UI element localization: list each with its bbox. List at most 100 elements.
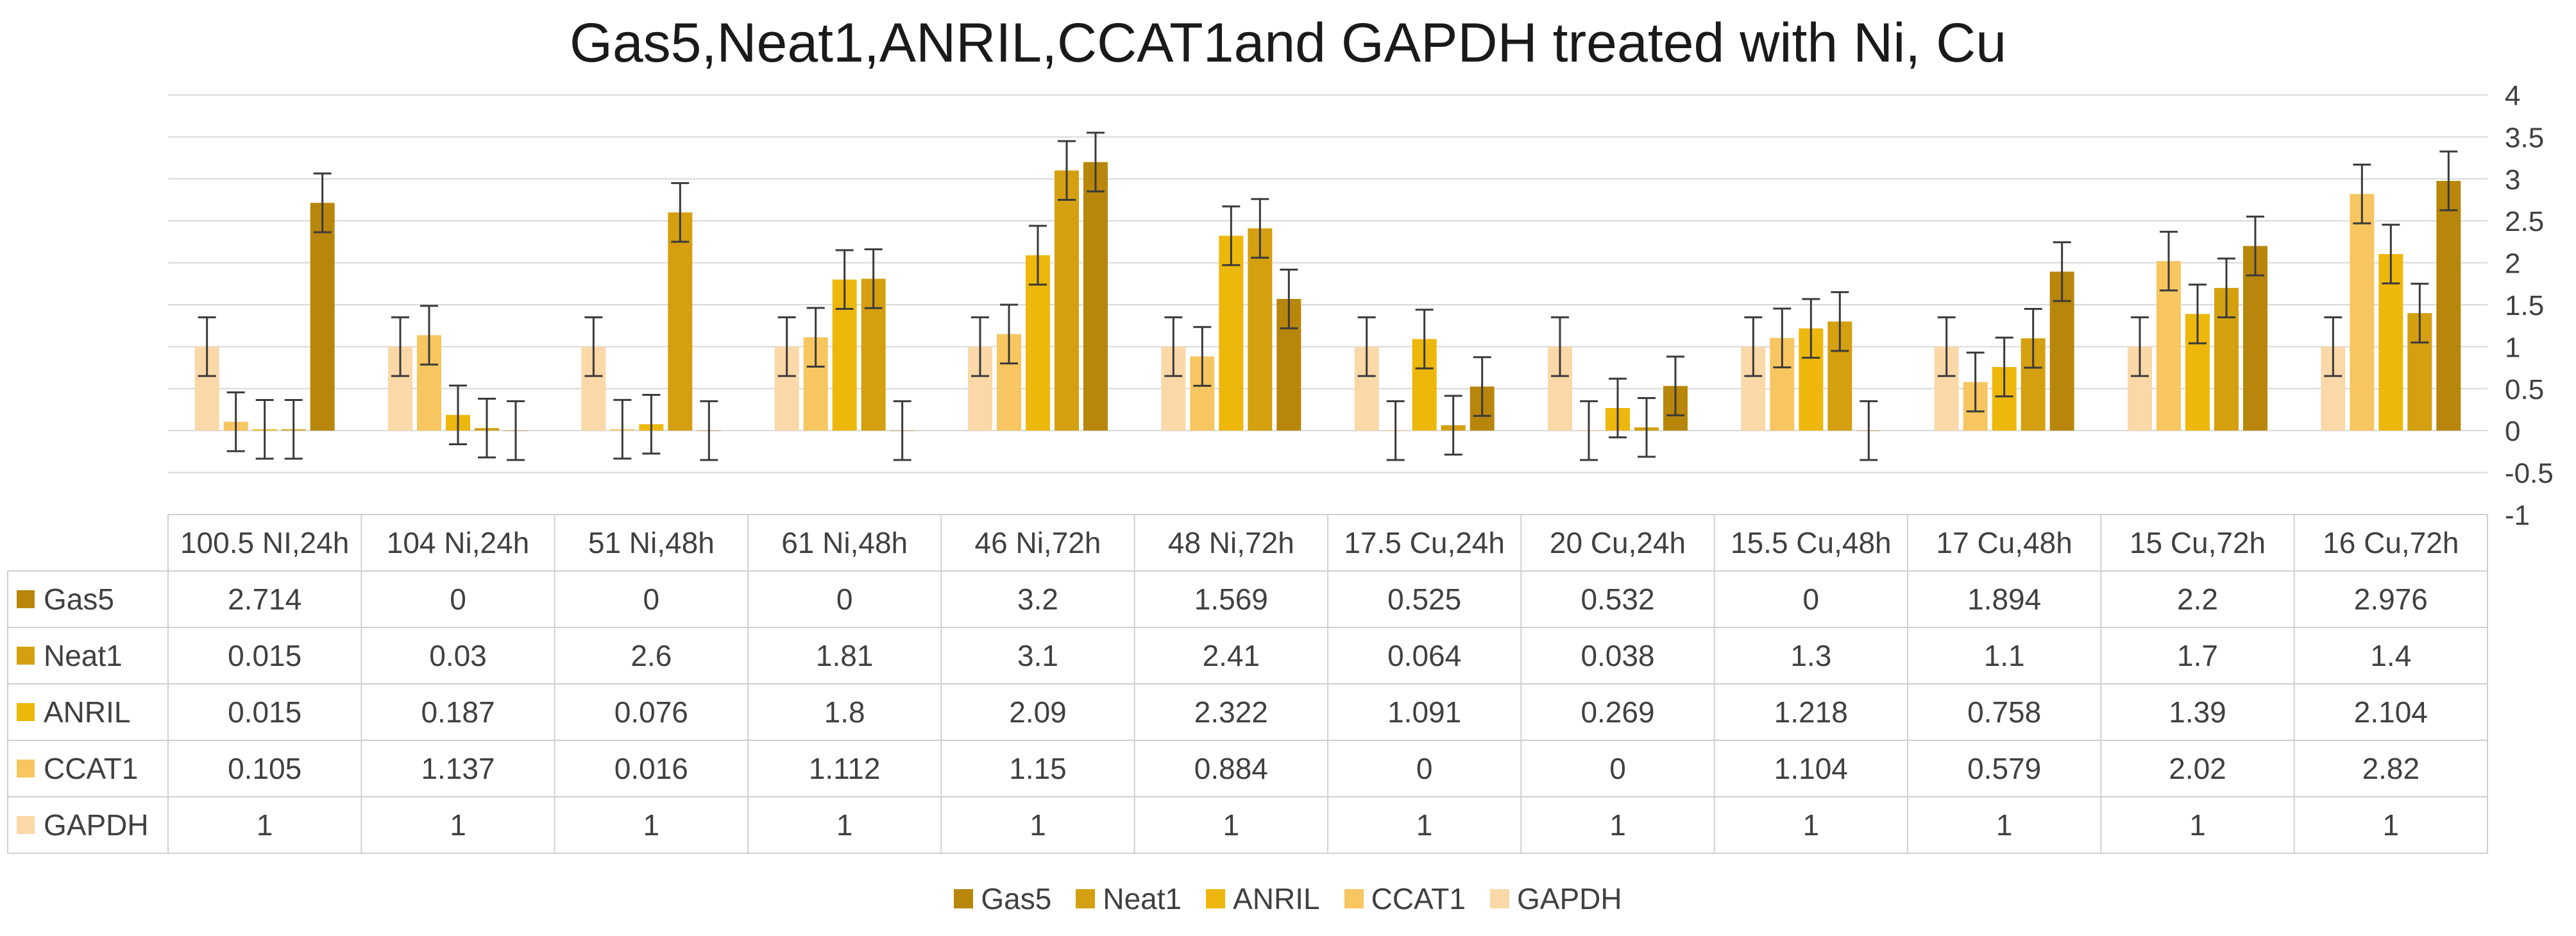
data-label: 1.569 bbox=[1194, 583, 1268, 616]
data-label: 1 bbox=[450, 808, 466, 842]
table-series-swatch bbox=[17, 816, 35, 834]
data-label: 0 bbox=[1803, 583, 1820, 616]
data-label: 1.894 bbox=[1967, 583, 2041, 616]
data-label: 0.105 bbox=[228, 752, 301, 785]
data-label: 0.187 bbox=[421, 695, 495, 729]
bar-gas5 bbox=[2436, 180, 2461, 431]
bar-neat1 bbox=[1248, 228, 1273, 431]
bar-gas5 bbox=[2243, 246, 2267, 431]
data-label: 1 bbox=[257, 808, 273, 842]
data-label: 2.976 bbox=[2354, 583, 2428, 616]
data-label: 1.104 bbox=[1774, 752, 1848, 785]
x-category-label: 61 Ni,48h bbox=[781, 526, 908, 559]
bar-anril bbox=[1219, 235, 1244, 431]
data-label: 0.016 bbox=[614, 752, 688, 785]
data-label: 0.579 bbox=[1967, 752, 2041, 785]
legend-label: Gas5 bbox=[981, 882, 1052, 915]
y-tick-label: 2 bbox=[2505, 248, 2520, 280]
data-label: 0.076 bbox=[614, 695, 688, 729]
data-label: 3.1 bbox=[1017, 639, 1058, 672]
x-category-label: 48 Ni,72h bbox=[1168, 526, 1294, 559]
y-tick-label: 1.5 bbox=[2505, 290, 2544, 321]
data-label: 1 bbox=[1996, 808, 2013, 842]
data-label: 1.1 bbox=[1984, 639, 2025, 672]
table-series-name: CCAT1 bbox=[44, 752, 138, 785]
data-label: 0.758 bbox=[1967, 695, 2041, 729]
data-label: 0.015 bbox=[228, 639, 301, 672]
bar-ccat1 bbox=[2350, 194, 2375, 431]
data-label: 0.038 bbox=[1580, 639, 1654, 672]
chart-legend: Gas5 Neat1 ANRIL CCAT1 GAPDH bbox=[0, 881, 2576, 916]
y-tick-label: -0.5 bbox=[2505, 458, 2554, 489]
legend-item: GAPDH bbox=[1489, 881, 1622, 916]
data-label: 0.525 bbox=[1387, 583, 1461, 616]
legend-swatch bbox=[1344, 889, 1364, 908]
data-label: 1.39 bbox=[2169, 695, 2226, 729]
data-label: 2.41 bbox=[1203, 639, 1260, 672]
legend-label: Neat1 bbox=[1103, 882, 1182, 915]
data-label: 0 bbox=[450, 583, 466, 616]
data-label: 0 bbox=[1609, 752, 1626, 785]
data-label: 0.884 bbox=[1194, 752, 1268, 785]
x-category-label: 51 Ni,48h bbox=[588, 526, 715, 559]
x-category-label: 15 Cu,72h bbox=[2130, 526, 2266, 559]
legend-swatch bbox=[1206, 889, 1226, 908]
data-label: 1 bbox=[1803, 808, 1820, 842]
bar-neat1 bbox=[1055, 170, 1079, 431]
bar-gas5 bbox=[310, 203, 335, 431]
data-label: 0.03 bbox=[429, 639, 487, 672]
y-tick-label: 4 bbox=[2505, 80, 2520, 112]
data-label: 2.09 bbox=[1009, 695, 1067, 729]
legend-item: Neat1 bbox=[1076, 881, 1182, 916]
data-label: 1.8 bbox=[824, 695, 865, 729]
data-label: 1 bbox=[643, 808, 660, 842]
data-label: 0 bbox=[1416, 752, 1433, 785]
y-tick-label: 0 bbox=[2505, 416, 2520, 447]
table-series-swatch bbox=[17, 703, 35, 721]
y-tick-label: 3 bbox=[2505, 164, 2520, 196]
data-label: 2.714 bbox=[228, 583, 301, 616]
legend-item: Gas5 bbox=[954, 881, 1051, 916]
data-label: 1.15 bbox=[1009, 752, 1067, 785]
bar-gas5 bbox=[1083, 162, 1108, 431]
x-category-label: 20 Cu,24h bbox=[1550, 526, 1686, 559]
data-label: 0.269 bbox=[1580, 695, 1654, 729]
data-label: 1.091 bbox=[1387, 695, 1461, 729]
chart-title: Gas5,Neat1,ANRIL,CCAT1and GAPDH treated … bbox=[569, 12, 2007, 74]
data-label: 2.104 bbox=[2354, 695, 2428, 729]
x-category-label: 15.5 Cu,48h bbox=[1731, 526, 1892, 559]
data-label: 2.82 bbox=[2362, 752, 2420, 785]
x-category-label: 17 Cu,48h bbox=[1936, 526, 2072, 559]
data-label: 1.137 bbox=[421, 752, 495, 785]
data-label: 1.3 bbox=[1790, 639, 1831, 672]
table-series-swatch bbox=[17, 590, 35, 608]
bar-neat1 bbox=[668, 212, 693, 431]
table-series-swatch bbox=[17, 647, 35, 665]
table-series-name: GAPDH bbox=[44, 808, 149, 842]
data-label: 1 bbox=[2383, 808, 2400, 842]
y-tick-label: -1 bbox=[2505, 500, 2530, 531]
y-tick-label: 1 bbox=[2505, 332, 2520, 363]
table-series-name: ANRIL bbox=[44, 695, 130, 729]
x-category-label: 17.5 Cu,24h bbox=[1344, 526, 1505, 559]
legend-item: ANRIL bbox=[1206, 881, 1320, 916]
legend-swatch bbox=[954, 889, 974, 908]
data-label: 1.81 bbox=[816, 639, 874, 672]
data-label: 2.2 bbox=[2177, 583, 2218, 616]
data-label: 1 bbox=[1609, 808, 1626, 842]
data-label: 1 bbox=[1416, 808, 1433, 842]
legend-label: ANRIL bbox=[1233, 882, 1320, 915]
legend-label: CCAT1 bbox=[1371, 882, 1466, 915]
legend-label: GAPDH bbox=[1516, 882, 1622, 915]
data-label: 3.2 bbox=[1017, 583, 1058, 616]
data-label: 2.322 bbox=[1194, 695, 1268, 729]
data-label: 1.112 bbox=[809, 752, 881, 785]
y-tick-label: 3.5 bbox=[2505, 122, 2544, 153]
data-label: 2.02 bbox=[2169, 752, 2226, 785]
data-label: 1 bbox=[1223, 808, 1240, 842]
data-label: 0.532 bbox=[1580, 583, 1654, 616]
data-label: 0.064 bbox=[1387, 639, 1461, 672]
data-label: 0 bbox=[643, 583, 660, 616]
table-series-swatch bbox=[17, 760, 35, 778]
